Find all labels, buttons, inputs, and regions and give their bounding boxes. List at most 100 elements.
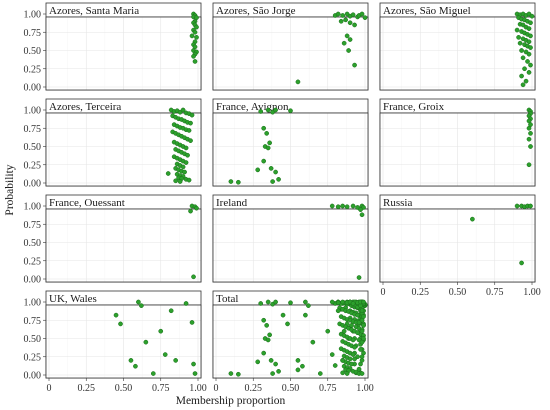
data-point	[526, 70, 532, 75]
data-point	[350, 352, 356, 357]
data-point	[344, 204, 350, 210]
data-point	[335, 204, 341, 210]
points-ireland	[329, 203, 366, 280]
data-point	[265, 337, 271, 343]
data-point	[340, 203, 345, 209]
data-point	[258, 301, 264, 306]
data-point	[182, 169, 187, 175]
points-azores-terceira	[165, 107, 195, 184]
data-point	[273, 169, 278, 175]
panel-strip	[46, 195, 201, 209]
data-point	[338, 18, 344, 24]
data-point	[528, 20, 533, 26]
data-point	[347, 20, 353, 26]
data-point	[300, 363, 305, 369]
data-point	[350, 337, 356, 343]
data-point	[329, 352, 335, 357]
data-point	[356, 275, 362, 280]
data-point	[118, 321, 123, 327]
data-point	[191, 361, 196, 367]
data-point	[344, 33, 350, 39]
data-point	[128, 358, 134, 363]
data-point	[359, 371, 365, 376]
data-point	[528, 45, 533, 50]
panel-title: UK, Wales	[49, 293, 97, 305]
y-tick-label: 1.00	[24, 298, 42, 309]
data-point	[267, 140, 272, 146]
x-tick-label: 0.75	[152, 383, 170, 394]
data-point	[255, 167, 261, 173]
x-tick-label: 0.50	[115, 383, 133, 394]
data-point	[344, 371, 350, 376]
data-point	[113, 312, 119, 318]
data-point	[276, 177, 281, 182]
data-point	[188, 120, 193, 126]
data-point	[173, 178, 178, 184]
data-point	[270, 179, 275, 184]
data-point	[329, 203, 335, 209]
data-point	[191, 53, 196, 59]
data-point	[526, 51, 532, 57]
x-tick-label: 0.50	[282, 383, 300, 394]
data-point	[133, 363, 138, 369]
data-point	[310, 339, 316, 345]
data-point	[186, 177, 192, 183]
panel-strip	[46, 99, 201, 113]
data-point	[526, 39, 532, 45]
x-axis-title: Membership proportion	[176, 395, 286, 407]
data-point	[276, 369, 281, 374]
data-point	[194, 205, 199, 211]
x-tick-label: 1.00	[356, 383, 374, 394]
data-point	[520, 55, 526, 61]
data-point	[228, 371, 234, 376]
y-tick-label: 0.75	[24, 316, 42, 327]
data-point	[349, 361, 354, 367]
data-point	[359, 328, 365, 334]
points-azores-sao-miguel	[514, 11, 535, 88]
data-point	[340, 13, 345, 18]
data-point	[519, 73, 524, 79]
x-tick-label: 0.25	[78, 383, 96, 394]
plot-border	[379, 16, 536, 91]
data-point	[191, 274, 196, 280]
data-point	[183, 301, 189, 306]
plot-border	[45, 208, 202, 283]
data-point	[306, 303, 311, 308]
y-tick-label: 0.50	[24, 334, 42, 345]
y-tick-label: 0.25	[24, 64, 42, 75]
panel-strip	[213, 3, 368, 17]
points-uk-wales	[113, 299, 198, 376]
data-point	[261, 125, 267, 131]
panel-title: Azores, São Miguel	[383, 5, 471, 17]
data-point	[519, 48, 524, 53]
panel-azores-santa-maria: Azores, Santa Maria 0.00 0.25 0.50 0.75 1.00	[24, 2, 202, 94]
x-tick-label: 0.25	[245, 383, 263, 394]
y-tick-label: 0.50	[24, 142, 42, 153]
data-point	[350, 301, 356, 306]
y-tick-label: 0.25	[24, 352, 42, 363]
y-tick-label: 0.75	[24, 28, 42, 39]
x-tick-label: 1.00	[189, 383, 207, 394]
data-point	[347, 356, 353, 362]
data-point	[340, 299, 345, 305]
points-azores-santa-maria	[189, 11, 199, 64]
data-point	[265, 299, 271, 305]
data-point	[335, 11, 341, 17]
panel-azores-terceira: Azores, Terceira 0.00 0.25 0.50 0.75 1.00	[24, 98, 202, 190]
y-tick-label: 0.25	[24, 160, 42, 171]
data-point	[288, 300, 293, 306]
data-point	[362, 15, 368, 20]
data-point	[183, 145, 189, 151]
panel-russia: Russia 0 0.25 0.50 0.75 1.00	[379, 194, 541, 298]
data-point	[358, 207, 363, 212]
data-point	[267, 332, 272, 338]
panel-title: Azores, São Jorge	[216, 5, 296, 17]
x-tick-label: 0.50	[449, 287, 467, 298]
data-point	[236, 179, 241, 185]
data-point	[270, 371, 275, 376]
data-point	[340, 358, 345, 363]
data-point	[188, 138, 193, 144]
data-point	[528, 33, 533, 39]
data-point	[350, 203, 356, 209]
